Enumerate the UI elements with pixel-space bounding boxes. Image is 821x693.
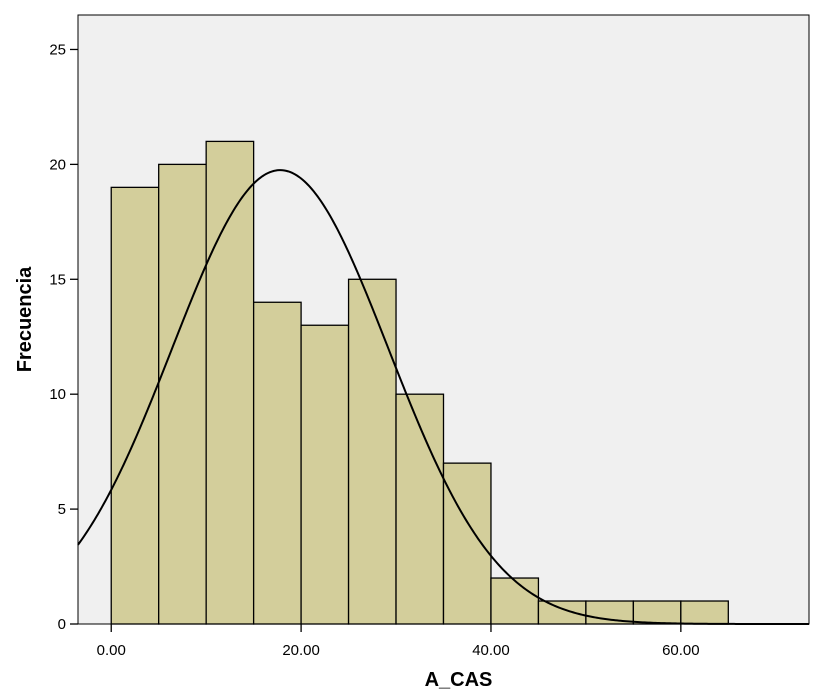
y-tick-label: 0 (58, 616, 66, 633)
histogram-bar (205, 140, 255, 625)
histogram-bars (110, 140, 729, 625)
histogram-bar (110, 186, 160, 625)
histogram-bar (680, 600, 729, 625)
histogram-bar (537, 600, 587, 625)
y-tick-label: 20 (49, 156, 66, 173)
axes: 0 5 10 15 20 25 0.00 20.00 40.00 60.00 (49, 41, 699, 659)
histogram-bar (490, 577, 540, 625)
histogram-bar (632, 600, 682, 625)
histogram-bar (158, 163, 207, 625)
x-tick-label: 20.00 (282, 642, 320, 659)
x-axis-title: A_CAS (425, 669, 493, 691)
y-tick-label: 5 (58, 501, 66, 518)
x-tick-label: 0.00 (97, 642, 126, 659)
y-axis-title: Frecuencia (14, 266, 36, 372)
normal-curve (77, 169, 809, 625)
y-tick-label: 10 (49, 386, 66, 403)
x-tick-label: 60.00 (662, 642, 700, 659)
x-tick-label: 40.00 (472, 642, 510, 659)
y-tick-label: 15 (49, 271, 66, 288)
histogram-bar (252, 301, 302, 625)
histogram-bar (442, 462, 492, 625)
histogram-bar (395, 393, 445, 625)
histogram-bar (300, 324, 350, 625)
y-tick-label: 25 (49, 41, 66, 58)
histogram-bar (347, 278, 397, 625)
